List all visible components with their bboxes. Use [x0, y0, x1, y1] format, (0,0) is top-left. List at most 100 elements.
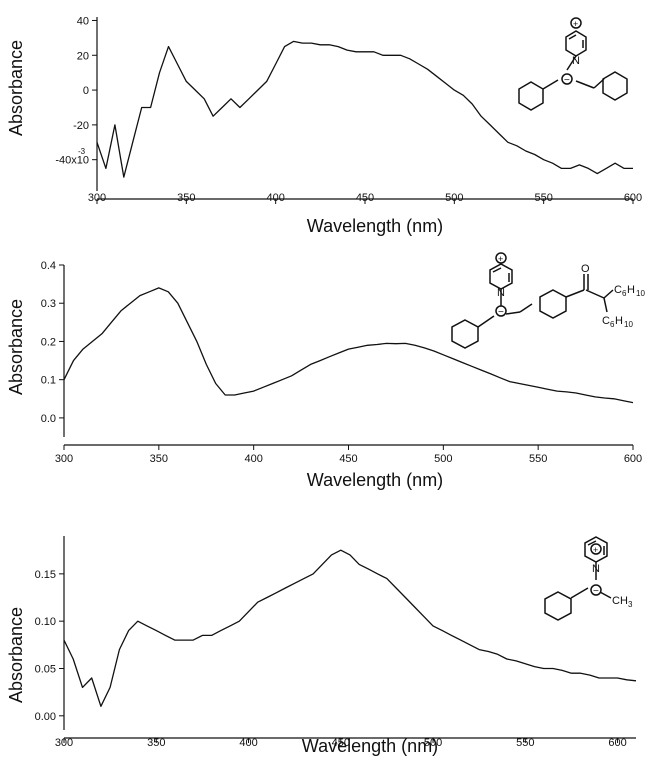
chart-3-xlabel: Wavelength (nm): [302, 736, 438, 756]
chart-2-xtick-label: 400: [244, 453, 262, 465]
chart-3-xtick-label: 350: [147, 737, 165, 749]
bond: [570, 587, 589, 599]
chart-2-xtick-label: 550: [529, 453, 547, 465]
chart-3-plot: 300 350 400 450 500 550 600 0.00 0.05 0.10 0.15: [35, 536, 637, 749]
chart-1-xtick-label: 300: [88, 192, 106, 204]
bond: [603, 289, 614, 299]
bond: [566, 55, 577, 71]
chart-2-ytick-label: 0.1: [41, 375, 56, 387]
ring-bond: [568, 34, 577, 40]
chart-1-structure-label-plus: +: [573, 19, 578, 29]
chart-2-xtick-label: 450: [339, 453, 357, 465]
chart-2-xtick-label: 600: [624, 453, 642, 465]
bond: [585, 289, 605, 299]
bond: [505, 311, 521, 315]
chart-2-structure-label-o: O: [581, 263, 590, 275]
chart-2-structure-label-sub: 6: [622, 289, 627, 298]
phenyl-ring-right: [602, 71, 628, 101]
ring-bond: [492, 267, 502, 273]
chart-2-ytick-label: 0.3: [41, 298, 56, 310]
bond: [542, 79, 559, 90]
chart-2-ytick-label: 0.2: [41, 336, 56, 348]
chart-2-structure-label-sub: 10: [624, 320, 633, 329]
chart-1-plot: 300 350 400 450 500 550 600 -40x10 -20 0 20 40: [55, 15, 642, 204]
chart-1-ytick-label: -40x10: [55, 155, 89, 167]
chart-3-ytick-label: 0.05: [35, 663, 56, 675]
anion-circle: [561, 73, 573, 85]
chart-3-xtick-label: 550: [516, 737, 534, 749]
chart-3-ytick-label: 0.10: [35, 616, 56, 628]
chart-1-ytick-label: -20: [73, 120, 89, 132]
chart-2-structure-label-h: H: [627, 284, 635, 296]
anion-circle: [590, 584, 602, 596]
chart-3-structure-label-sub: 3: [628, 600, 633, 609]
phenyl-ring-left: [518, 81, 544, 111]
chart-3-ytick-label: 0.00: [35, 711, 56, 723]
chart-1-ytick-exponent: -3: [78, 147, 86, 156]
chart-2-structure-label-c: C: [602, 315, 610, 327]
chart-1-ylabel: Absorbance: [6, 40, 26, 136]
bond: [565, 289, 585, 298]
chart-3-structure-label-n: N: [592, 563, 600, 575]
chart-2-structure-label-n: N: [497, 287, 505, 299]
bond: [603, 297, 608, 313]
chart-2-series-line: [63, 287, 634, 404]
chart-2-ytick-label: 0.0: [41, 413, 56, 425]
chart-2-substituent-bottom: C 6 H 10: [602, 315, 633, 329]
chart-1-ytick-label: 0: [83, 85, 89, 97]
chart-3-structure-label-minus: −: [593, 586, 599, 597]
chart-3-xtick-label: 600: [608, 737, 626, 749]
chart-2-structure-label-plus: +: [498, 254, 503, 264]
phenyl-ring-left: [451, 319, 479, 349]
chart-1-xtick-label: 600: [624, 192, 642, 204]
chart-3-series-line: [63, 549, 637, 707]
chart-2-plot: 300 350 400 450 500 550 600 0.0 0.1 0.2 0.3 0.4: [41, 260, 642, 465]
chart-1-xlabel: Wavelength (nm): [307, 216, 443, 236]
chart-2-ytick-label: 0.4: [41, 260, 56, 272]
bond: [599, 591, 612, 599]
chart-2-structure-label-c: C: [614, 284, 622, 296]
chart-3-xtick-label: 400: [239, 737, 257, 749]
chart-1-xtick-label: 500: [445, 192, 463, 204]
chart-1-structure-label-n: N: [572, 55, 580, 67]
bond: [519, 303, 533, 313]
chart-1-ytick-label: 20: [77, 50, 89, 62]
chart-1-xtick-label: 400: [266, 192, 284, 204]
panel-3: 300 350 400 450 500 550 600 0.00 0.05 0.10 0.15 Ab…: [6, 536, 637, 756]
chart-3-xtick-label: 500: [424, 737, 442, 749]
ring-bond: [587, 540, 597, 546]
chart-1-structure: [518, 17, 628, 111]
chart-1-ytick-label: 40: [77, 15, 89, 27]
chart-2-structure: [451, 252, 614, 349]
cation-circle: [570, 17, 582, 29]
chart-3-ytick-label: 0.15: [35, 569, 56, 581]
chart-2-structure-label-sub: 10: [636, 289, 645, 298]
chart-1-xtick-label: 550: [534, 192, 552, 204]
panel-2: 300 350 400 450 500 550 600 0.0 0.1 0.2 0.3 0.4 Abs…: [6, 252, 645, 490]
chart-2-structure-label-minus: −: [498, 307, 504, 318]
chart-2-structure-label-h: H: [615, 315, 623, 327]
chart-2-structure-label-sub: 6: [610, 320, 615, 329]
chart-3-xtick-label: 450: [332, 737, 350, 749]
chart-1-structure-label-minus: −: [564, 75, 570, 86]
chart-2-xtick-label: 300: [55, 453, 73, 465]
chart-3-structure: [544, 536, 612, 621]
cation-circle: [590, 543, 602, 555]
panel-1: 300 350 400 450 500 550 600 -40x10 -20 0 20 40 Abso…: [6, 15, 642, 236]
phenyl-ring: [544, 591, 572, 621]
phenylene-ring: [539, 289, 567, 319]
chart-3-structure-label-plus: +: [593, 545, 598, 555]
chart-2-ylabel: Absorbance: [6, 299, 26, 395]
chart-1-xtick-label: 350: [177, 192, 195, 204]
anion-circle: [495, 305, 507, 317]
bond: [477, 315, 495, 328]
chart-1-series-line: [96, 40, 633, 178]
chart-3-ylabel: Absorbance: [6, 607, 26, 703]
chart-2-xlabel: Wavelength (nm): [307, 470, 443, 490]
chart-2-substituent-top: C 6 H 10: [614, 284, 645, 298]
chart-3-xtick-label: 300: [55, 737, 73, 749]
bond: [575, 80, 595, 89]
chart-3-structure-label-ch: CH: [612, 595, 628, 607]
cation-circle: [495, 252, 507, 264]
